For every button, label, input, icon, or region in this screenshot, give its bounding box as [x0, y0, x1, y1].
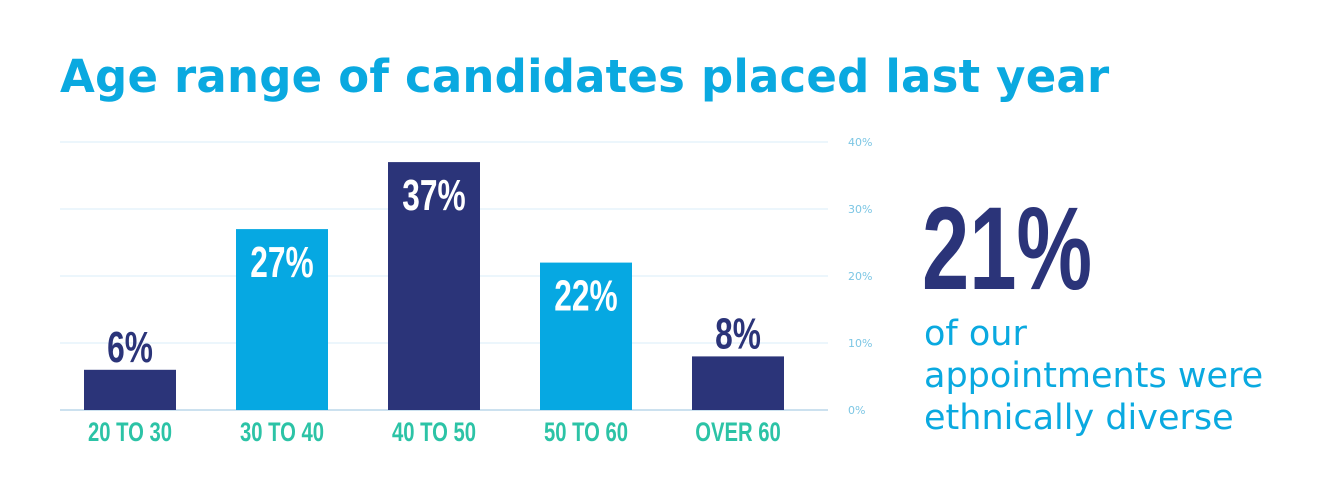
category-labels: 20 TO 30 30 TO 40 40 TO 50 50 TO 60 OVER 60 — [88, 417, 781, 448]
y-tick-label: 40% — [848, 136, 872, 149]
category-label: 50 TO 60 — [544, 417, 628, 448]
bar — [692, 356, 784, 410]
y-tick-label: 30% — [848, 203, 872, 216]
y-axis-ticks: 0% 10% 20% 30% 40% — [848, 136, 872, 417]
bars — [84, 162, 784, 410]
bar — [388, 162, 480, 410]
diversity-stat-line: of our — [924, 314, 1027, 354]
bar-labels: 6% 27% 37% 22% 8% — [107, 171, 761, 372]
category-label: 40 TO 50 — [392, 417, 476, 448]
y-tick-label: 10% — [848, 337, 872, 350]
category-label: 30 TO 40 — [240, 417, 324, 448]
category-label: 20 TO 30 — [88, 417, 172, 448]
bar-value-label: 6% — [107, 323, 153, 372]
bar-value-label: 27% — [250, 238, 313, 287]
y-tick-label: 0% — [848, 404, 865, 417]
diversity-stat-line: appointments were — [924, 356, 1264, 396]
bar — [236, 229, 328, 410]
diversity-stat-text: of our appointments were ethnically dive… — [924, 313, 1263, 439]
chart-title: Age range of candidates placed last year — [60, 50, 1110, 103]
diversity-stat-value: 21% — [922, 183, 1093, 315]
y-tick-label: 20% — [848, 270, 872, 283]
bar — [84, 369, 176, 410]
bar-value-label: 37% — [402, 171, 465, 220]
bar-value-label: 22% — [554, 272, 617, 321]
bar-value-label: 8% — [715, 309, 761, 358]
diversity-stat-line: ethnically diverse — [924, 398, 1234, 438]
bar — [540, 262, 632, 410]
category-label: OVER 60 — [695, 417, 781, 448]
